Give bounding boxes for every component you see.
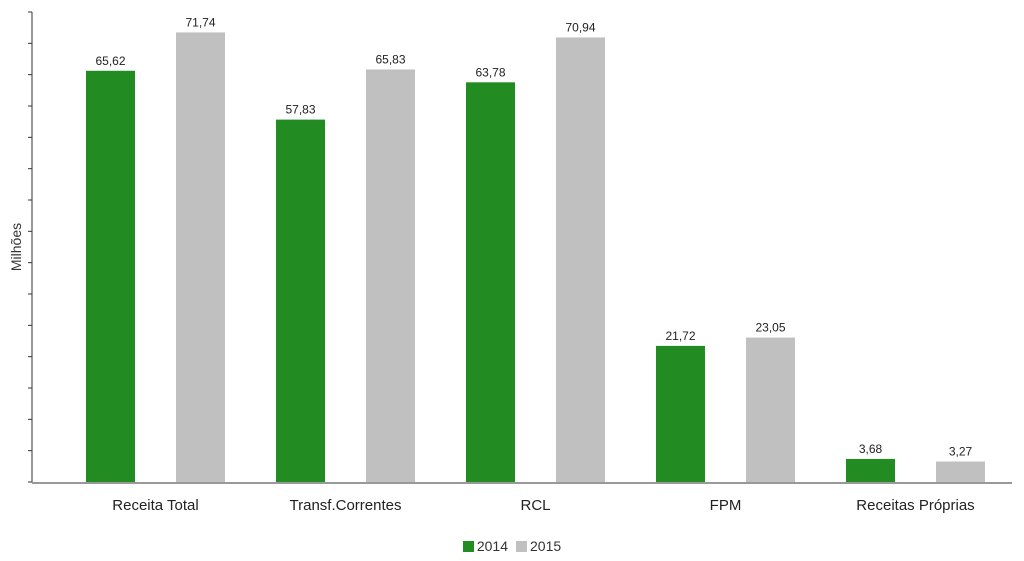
bar-2014-4[interactable]: [846, 458, 895, 482]
data-label-2014-4: 3,68: [859, 442, 883, 456]
x-tick-label-3: FPM: [710, 497, 742, 514]
bar-2015-3[interactable]: [746, 337, 795, 482]
data-label-2014-1: 57,83: [285, 103, 315, 117]
legend-label-2014: 2014: [476, 538, 508, 554]
data-label-2015-4: 3,27: [949, 445, 973, 459]
legend-label-2015: 2015: [530, 538, 562, 554]
bar-2015-1[interactable]: [366, 69, 415, 482]
bar-2014-0[interactable]: [86, 70, 135, 482]
data-label-2014-0: 65,62: [95, 54, 125, 68]
bar-2015-2[interactable]: [556, 37, 605, 483]
legend-swatch-2014: [462, 540, 474, 552]
data-label-2014-3: 21,72: [665, 329, 695, 343]
bar-labels: 65,62 71,74 57,83 65,83 63,78 70,94 21,72 23,05…: [95, 15, 972, 458]
data-label-2015-1: 65,83: [375, 52, 405, 66]
x-tick-label-4: Receitas Próprias: [856, 497, 974, 514]
bar-2015-4[interactable]: [936, 461, 985, 482]
x-tick-label-0: Receita Total: [112, 497, 198, 514]
x-tick-labels: Receita Total Transf.Correntes RCL FPM Recei…: [112, 497, 974, 514]
bar-2015-0[interactable]: [176, 32, 225, 483]
bar-2014-3[interactable]: [656, 345, 705, 482]
bars: [86, 32, 985, 483]
y-axis-label: Milhões: [8, 223, 24, 271]
axes: [28, 11, 1012, 484]
legend-item-2014[interactable]: 2014: [462, 538, 508, 554]
data-label-2014-2: 63,78: [475, 65, 505, 79]
data-label-2015-3: 23,05: [755, 321, 785, 335]
x-tick-label-2: RCL: [520, 497, 550, 514]
bar-2014-2[interactable]: [466, 82, 515, 482]
x-tick-label-1: Transf.Correntes: [290, 497, 402, 514]
legend: 2014 2015: [0, 537, 1024, 555]
data-label-2015-2: 70,94: [565, 20, 595, 34]
legend-item-2015[interactable]: 2015: [516, 538, 561, 554]
legend-swatch-2015: [516, 540, 527, 552]
data-label-2015-0: 71,74: [185, 15, 215, 29]
bar-2014-1[interactable]: [276, 119, 325, 482]
